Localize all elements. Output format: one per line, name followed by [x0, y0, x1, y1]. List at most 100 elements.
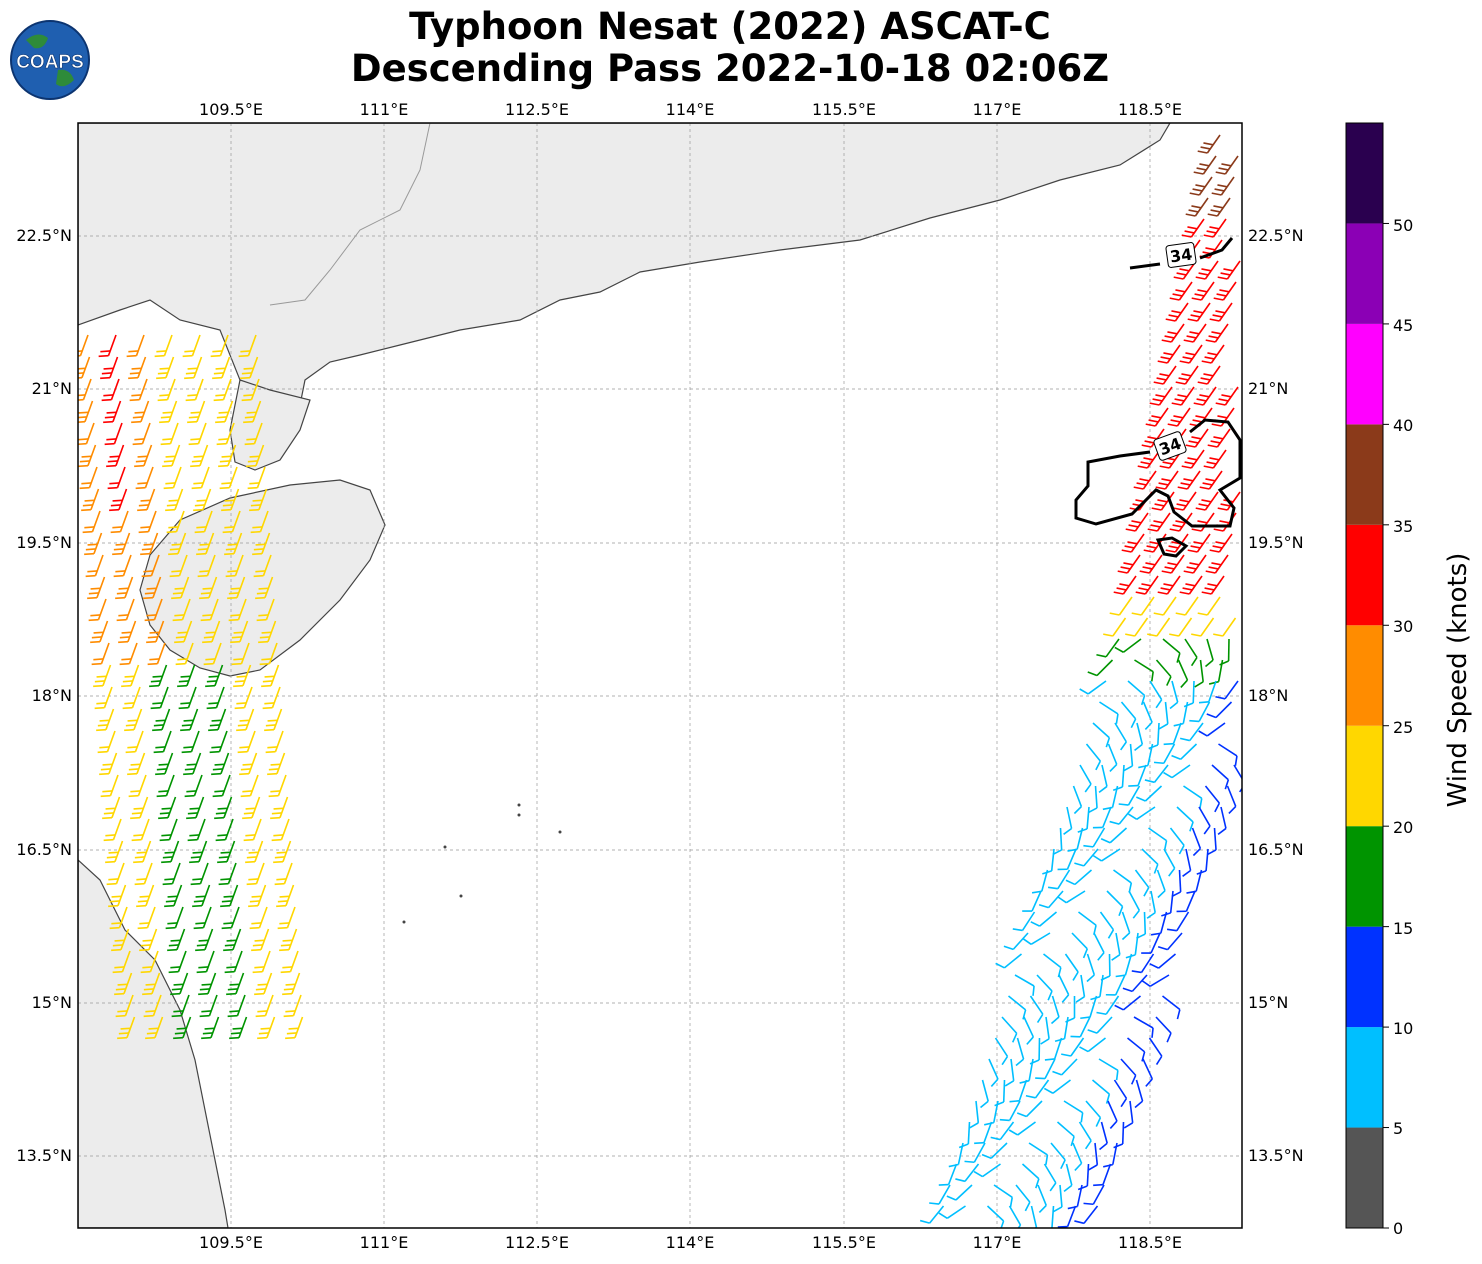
- wind-barb: [1065, 869, 1093, 886]
- wind-barb: [1107, 1100, 1118, 1129]
- wind-barb: [1085, 743, 1102, 771]
- wind-barb: [93, 664, 112, 688]
- wind-barb: [1189, 407, 1213, 427]
- colorbar-segment: [1346, 424, 1383, 525]
- wind-barb: [1096, 995, 1120, 1016]
- lon-tick-label: 109.5°E: [199, 1233, 263, 1252]
- wind-barb: [1193, 386, 1217, 406]
- wind-barb: [1184, 638, 1198, 667]
- wind-barb: [1114, 638, 1142, 653]
- wind-barb: [1145, 407, 1169, 427]
- wind-barb: [131, 818, 150, 842]
- wind-barb: [1153, 365, 1177, 385]
- lat-tick-label: 19.5°N: [16, 533, 72, 552]
- wind-barb: [1134, 722, 1144, 752]
- wind-barb: [1158, 701, 1169, 730]
- lat-tick-label: 13.5°N: [1248, 1146, 1304, 1165]
- wind-barb: [1148, 827, 1168, 851]
- wind-barb: [169, 554, 188, 578]
- wind-barb: [156, 774, 175, 798]
- wind-barb: [981, 1142, 1008, 1160]
- wind-barb: [1022, 932, 1051, 946]
- wind-barb: [1197, 365, 1221, 385]
- wind-barb: [109, 906, 128, 930]
- lon-tick-label: 111°E: [360, 100, 409, 119]
- wind-barb: [1042, 848, 1055, 875]
- colorbar-tick-label: 30: [1393, 617, 1413, 636]
- wind-barb: [1118, 785, 1141, 806]
- wind-barb: [213, 378, 232, 402]
- wind-barb: [1056, 1121, 1075, 1147]
- colorbar-segment: [1346, 725, 1383, 827]
- wind-barb: [1021, 1163, 1040, 1189]
- wind-barb: [267, 752, 286, 776]
- wind-barb: [189, 840, 208, 864]
- wind-barb: [1185, 428, 1209, 448]
- wind-barb: [252, 950, 271, 974]
- wind-barb: [1126, 1037, 1146, 1062]
- wind-barb: [1176, 890, 1196, 913]
- wind-barb: [171, 994, 190, 1018]
- colorbar-tick-label: 35: [1393, 517, 1413, 536]
- wind-barb: [254, 972, 273, 996]
- wind-barb: [227, 576, 246, 600]
- lon-ticks-bottom: 109.5°E 111°E 112.5°E 114°E 115.5°E 117°…: [199, 1233, 1182, 1252]
- wind-barb: [124, 708, 143, 732]
- colorbar-ticks: 0 5 10 15 20 25 30 35 40 45 50: [1393, 216, 1413, 1238]
- wind-barb: [1063, 1163, 1073, 1193]
- wind-barb: [152, 708, 171, 732]
- lon-tick-label: 114°E: [666, 1233, 715, 1252]
- wind-barb: [78, 422, 95, 446]
- wind-barb: [206, 686, 225, 710]
- wind-barb: [1185, 197, 1209, 217]
- wind-barb: [216, 422, 235, 446]
- wind-barb: [1113, 575, 1137, 595]
- colorbar-label: Wind Speed (knots): [1438, 540, 1478, 820]
- wind-barb: [1078, 1121, 1092, 1150]
- wind-barb: [1134, 869, 1150, 897]
- wind-barb: [1120, 1058, 1137, 1085]
- colorbar-label-text: Wind Speed (knots): [1443, 552, 1473, 808]
- wind-barb: [255, 994, 274, 1018]
- contour-34kt-core: [1074, 418, 1242, 528]
- wind-barb: [252, 532, 271, 556]
- wind-barb: [1146, 890, 1156, 919]
- wind-barb: [1183, 680, 1195, 708]
- wind-barb: [1215, 155, 1239, 175]
- wind-barb: [1155, 470, 1179, 490]
- wind-barb: [1198, 806, 1211, 835]
- wind-barb: [1194, 659, 1204, 688]
- wind-barb: [1131, 953, 1155, 974]
- wind-barb: [251, 928, 270, 952]
- wind-barb: [1179, 575, 1203, 595]
- wind-barb: [225, 554, 244, 578]
- wind-barb: [268, 774, 287, 798]
- lat-tick-label: 15°N: [1248, 993, 1288, 1012]
- wind-barb: [78, 444, 97, 468]
- wind-barb: [1109, 596, 1133, 616]
- paracel-island: [402, 920, 406, 924]
- wind-barb: [149, 664, 168, 688]
- wind-barb: [274, 862, 293, 886]
- wind-barb: [1201, 575, 1225, 595]
- wind-barb: [1207, 428, 1231, 448]
- logo-text: COAPS: [16, 52, 84, 73]
- wind-barb: [1008, 1121, 1036, 1136]
- wind-barb: [1086, 953, 1096, 983]
- wind-barb: [1127, 680, 1146, 706]
- wind-barb: [234, 686, 253, 710]
- wind-barb: [1008, 1205, 1022, 1228]
- wind-barb: [1111, 932, 1121, 961]
- wind-barb: [1050, 1142, 1066, 1170]
- wind-barb: [938, 1205, 966, 1219]
- wind-barb: [162, 862, 181, 886]
- lat-tick-label: 15°N: [32, 993, 72, 1012]
- wind-barb: [143, 994, 162, 1018]
- wind-barb: [214, 796, 233, 820]
- lon-tick-label: 111°E: [360, 1233, 409, 1252]
- wind-barb: [1149, 680, 1163, 709]
- wind-barb: [114, 972, 133, 996]
- wind-barb: [1077, 806, 1090, 833]
- colorbar-tick-label: 10: [1393, 1019, 1413, 1038]
- wind-barb: [98, 334, 117, 358]
